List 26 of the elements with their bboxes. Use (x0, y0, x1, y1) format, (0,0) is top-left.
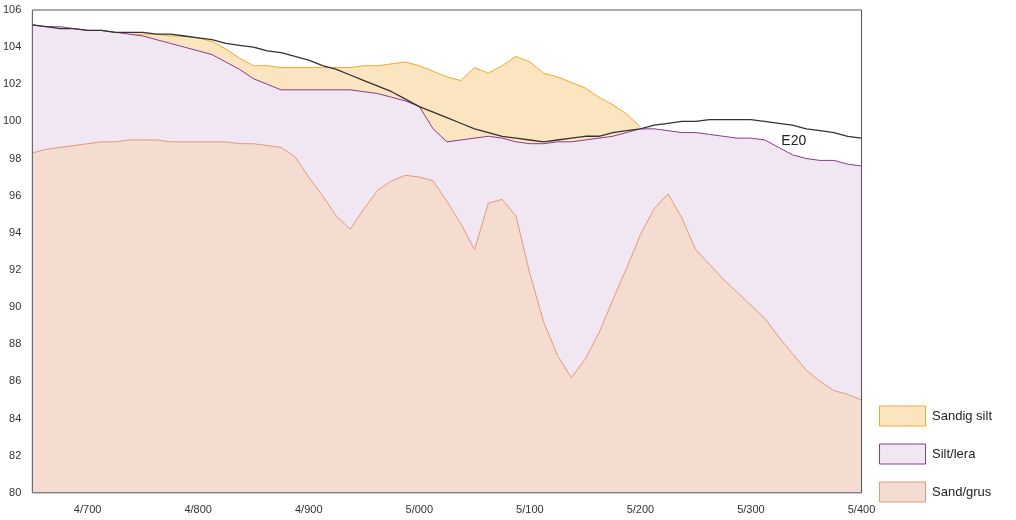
series-label: E20 (781, 131, 807, 148)
y-tick-label: 82 (9, 448, 22, 461)
x-tick-label: 4/800 (184, 503, 212, 516)
legend-label: Sandig silt (932, 407, 993, 423)
y-tick-label: 80 (9, 485, 22, 498)
y-tick-label: 96 (9, 188, 22, 201)
y-tick-label: 94 (9, 225, 22, 238)
y-tick-label: 104 (2, 40, 22, 53)
y-tick-label: 90 (9, 300, 22, 313)
x-tick-label: 4/700 (73, 503, 102, 516)
y-tick-label: 92 (9, 263, 22, 275)
y-tick-label: 86 (9, 374, 22, 387)
x-tick-label: 4/900 (294, 503, 323, 516)
x-tick-label: 5/100 (516, 503, 544, 516)
x-tick-label: 5/300 (737, 503, 765, 516)
x-tick-label: 5/000 (405, 503, 434, 516)
legend-label: Sand/grus (932, 483, 992, 499)
legend-label: Silt/lera (932, 445, 977, 461)
y-tick-label: 84 (9, 411, 22, 424)
y-tick-label: 106 (2, 3, 22, 16)
y-tick-label: 102 (2, 77, 22, 90)
y-tick-label: 88 (9, 337, 22, 350)
x-tick-label: 5/400 (847, 503, 876, 516)
x-tick-label: 5/200 (626, 503, 655, 516)
y-tick-label: 100 (2, 114, 22, 127)
y-tick-label: 98 (9, 151, 22, 164)
